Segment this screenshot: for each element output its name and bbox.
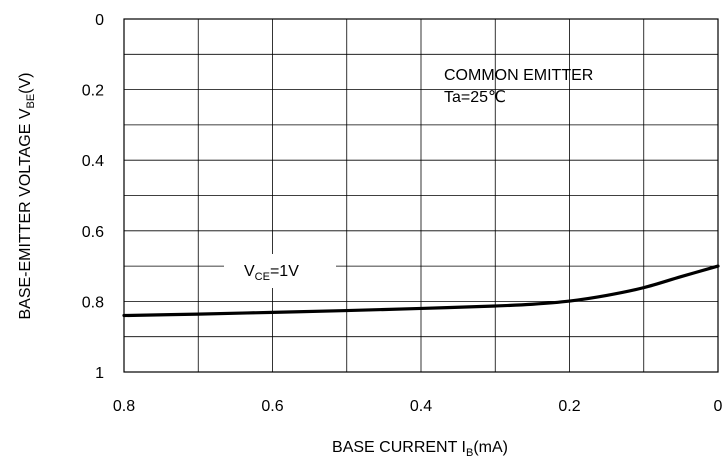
y-tick-label: 0.6: [82, 224, 104, 241]
annotation-condition-line1: COMMON EMITTER: [444, 67, 593, 84]
x-tick-label: 0: [714, 398, 723, 415]
x-tick-label: 0.8: [113, 398, 135, 415]
grid: [124, 19, 718, 372]
y-tick-label: 0: [95, 12, 104, 29]
x-tick-label: 0.4: [410, 398, 432, 415]
annotation-condition-line2: Ta=25℃: [444, 89, 506, 106]
x-tick-label: 0.6: [261, 398, 283, 415]
series-label: VCE=1V: [244, 263, 299, 283]
series-label-subscript: CE: [255, 271, 270, 283]
x-tick-labels: 0.8 0.6 0.4 0.2 0: [113, 398, 723, 415]
series-line-vce-1v: [122, 264, 720, 318]
y-tick-label: 0.4: [82, 153, 104, 170]
y-tick-labels: 0 0.2 0.4 0.6 0.8 1: [82, 12, 104, 382]
x-axis-label: BASE CURRENT IB(mA): [332, 439, 508, 459]
x-tick-label: 0.2: [558, 398, 580, 415]
y-tick-label: 0.2: [82, 83, 104, 100]
series-label-background: [224, 254, 336, 288]
y-axis-label: BASE-EMITTER VOLTAGE VBE(V): [17, 72, 37, 319]
series-group: [122, 264, 720, 318]
y-tick-label: 1: [95, 365, 104, 382]
y-tick-label: 0.8: [82, 294, 104, 311]
plot-frame: [123, 18, 719, 373]
